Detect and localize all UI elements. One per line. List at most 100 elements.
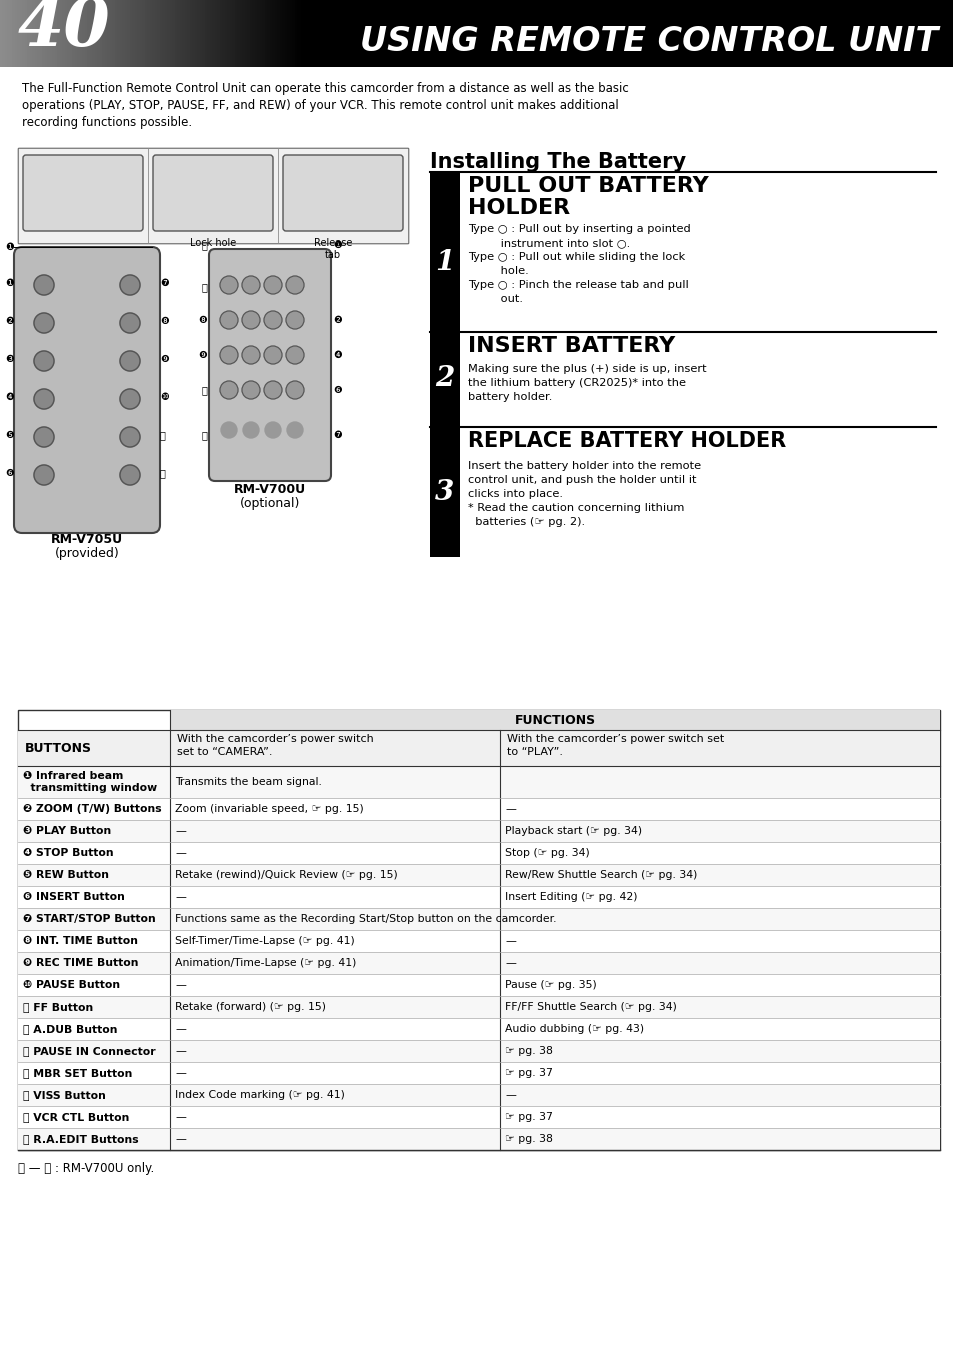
Bar: [148, 0, 151, 66]
Bar: [214, 0, 218, 66]
Bar: [18, 820, 939, 841]
Text: ❶ Infrared beam
  transmitting window: ❶ Infrared beam transmitting window: [23, 771, 157, 793]
Circle shape: [120, 275, 140, 295]
Circle shape: [34, 427, 54, 447]
Bar: [202, 0, 206, 66]
Text: Insert the battery holder into the remote
control unit, and push the holder unti: Insert the battery holder into the remot…: [468, 461, 700, 527]
Text: ⓫: ⓫: [160, 430, 166, 440]
Bar: [122, 0, 126, 66]
Text: ❼: ❼: [160, 278, 169, 289]
Bar: [240, 0, 243, 66]
Bar: [18, 1062, 939, 1084]
Circle shape: [286, 381, 304, 398]
Bar: [247, 0, 251, 66]
Bar: [85, 0, 89, 66]
Bar: [0, 0, 953, 66]
Circle shape: [220, 312, 237, 329]
Circle shape: [264, 346, 282, 364]
Text: Ⓧ FF Button: Ⓧ FF Button: [23, 1001, 93, 1012]
Bar: [20, 0, 24, 66]
Text: ❹: ❹: [6, 392, 14, 402]
Text: 2: 2: [435, 366, 455, 393]
Text: —: —: [504, 936, 516, 946]
Bar: [75, 0, 78, 66]
Text: ❻ INSERT Button: ❻ INSERT Button: [23, 892, 125, 902]
Bar: [35, 0, 38, 66]
Bar: [8, 0, 11, 66]
Bar: [208, 0, 211, 66]
Bar: [102, 0, 106, 66]
Text: Stop (☞ pg. 34): Stop (☞ pg. 34): [504, 848, 589, 858]
FancyBboxPatch shape: [209, 249, 331, 481]
Bar: [234, 0, 238, 66]
Bar: [48, 0, 51, 66]
Text: FF/FF Shuttle Search (☞ pg. 34): FF/FF Shuttle Search (☞ pg. 34): [504, 1001, 677, 1012]
Text: ⓐ MBR SET Button: ⓐ MBR SET Button: [23, 1068, 132, 1079]
Text: FUNCTIONS: FUNCTIONS: [514, 714, 595, 726]
Text: ☞ pg. 37: ☞ pg. 37: [504, 1068, 553, 1079]
Circle shape: [34, 389, 54, 409]
Bar: [65, 0, 69, 66]
Bar: [3, 0, 6, 66]
Circle shape: [264, 381, 282, 398]
Bar: [135, 0, 138, 66]
Text: 3: 3: [435, 478, 455, 505]
Bar: [132, 0, 136, 66]
Bar: [287, 0, 291, 66]
Text: ❿: ❿: [160, 392, 169, 402]
Bar: [72, 0, 76, 66]
Bar: [80, 0, 84, 66]
Bar: [277, 0, 281, 66]
Bar: [43, 0, 46, 66]
Text: ❽: ❽: [198, 314, 207, 325]
Text: Insert Editing (☞ pg. 42): Insert Editing (☞ pg. 42): [504, 892, 637, 902]
Text: ⓓ R.A.EDIT Buttons: ⓓ R.A.EDIT Buttons: [23, 1134, 138, 1144]
Bar: [172, 0, 175, 66]
Text: ⓱: ⓱: [201, 430, 207, 440]
Bar: [37, 0, 41, 66]
Bar: [88, 0, 91, 66]
Bar: [18, 886, 939, 908]
Text: ❷ ZOOM (T/W) Buttons: ❷ ZOOM (T/W) Buttons: [23, 804, 161, 814]
Bar: [28, 0, 30, 66]
Text: ❶: ❶: [6, 243, 14, 252]
Text: —: —: [504, 1089, 516, 1100]
Bar: [18, 148, 408, 243]
Text: ❺: ❺: [6, 430, 14, 440]
Circle shape: [242, 276, 260, 294]
Text: ❸: ❸: [6, 354, 14, 364]
Circle shape: [221, 421, 236, 438]
Bar: [265, 0, 268, 66]
Text: —: —: [174, 1046, 186, 1056]
Bar: [18, 930, 939, 953]
Bar: [18, 996, 939, 1018]
Bar: [250, 0, 253, 66]
Circle shape: [34, 313, 54, 333]
Text: Animation/Time-Lapse (☞ pg. 41): Animation/Time-Lapse (☞ pg. 41): [174, 958, 356, 967]
Circle shape: [220, 276, 237, 294]
Bar: [110, 0, 113, 66]
Bar: [18, 1084, 939, 1106]
Circle shape: [286, 346, 304, 364]
Text: ❽: ❽: [160, 316, 169, 327]
Text: Release
tab: Release tab: [314, 238, 352, 260]
Bar: [148, 148, 277, 243]
Text: —: —: [174, 848, 186, 858]
Text: INSERT BATTERY: INSERT BATTERY: [468, 336, 675, 356]
Circle shape: [264, 312, 282, 329]
Text: Index Code marking (☞ pg. 41): Index Code marking (☞ pg. 41): [174, 1089, 345, 1100]
Bar: [18, 1127, 939, 1150]
Circle shape: [286, 276, 304, 294]
Bar: [18, 730, 939, 766]
Bar: [90, 0, 93, 66]
Text: ❼: ❼: [333, 430, 341, 440]
Bar: [18, 766, 939, 798]
Text: Rew/Rew Shuttle Search (☞ pg. 34): Rew/Rew Shuttle Search (☞ pg. 34): [504, 870, 697, 879]
Text: —: —: [174, 1134, 186, 1144]
Text: ❽ INT. TIME Button: ❽ INT. TIME Button: [23, 936, 138, 946]
Text: Self-Timer/Time-Lapse (☞ pg. 41): Self-Timer/Time-Lapse (☞ pg. 41): [174, 936, 355, 946]
Bar: [262, 0, 266, 66]
Bar: [253, 0, 255, 66]
Text: PULL OUT BATTERY
HOLDER: PULL OUT BATTERY HOLDER: [468, 176, 708, 218]
Bar: [18, 1018, 939, 1041]
